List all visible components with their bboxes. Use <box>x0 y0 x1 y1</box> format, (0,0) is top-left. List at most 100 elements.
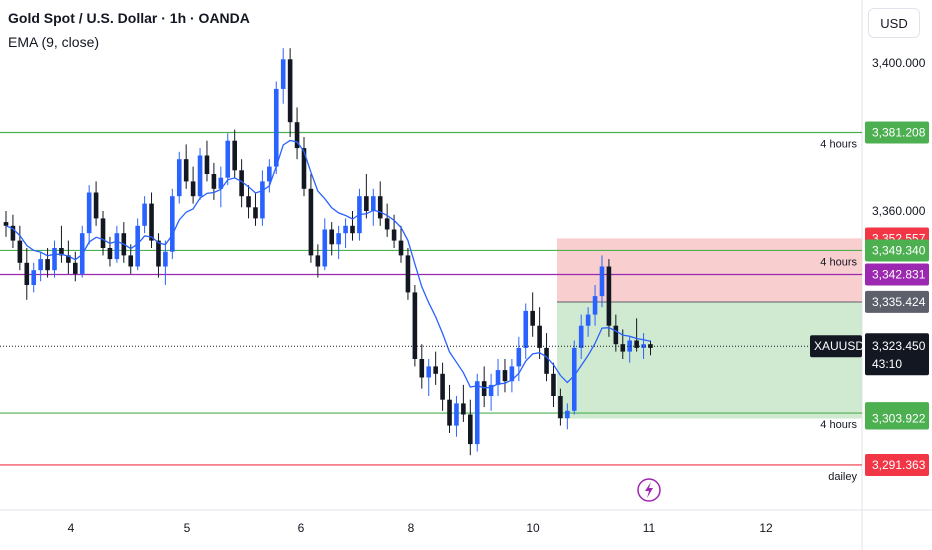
candle-body <box>440 373 445 400</box>
candle-body <box>474 381 480 445</box>
current-price-value: 3,323.450 <box>872 339 926 353</box>
candle-body <box>273 88 279 167</box>
level-3342-badge <box>865 263 929 286</box>
candle-body <box>343 225 348 234</box>
take-profit-zone <box>557 302 862 419</box>
position-zones[interactable] <box>557 238 862 419</box>
candle-body <box>398 240 404 256</box>
candle-body <box>322 229 328 267</box>
candle-body <box>329 229 335 245</box>
candle-body <box>502 370 508 382</box>
candle-body <box>592 296 598 315</box>
indicator-legend[interactable]: EMA (9, close) <box>8 34 100 50</box>
candle-body <box>620 344 626 352</box>
candle-body <box>190 181 196 197</box>
candle-body <box>391 229 397 241</box>
level-3349-badge <box>865 239 929 262</box>
candle-body <box>433 366 438 374</box>
level-3349-note: 4 hours <box>820 256 857 268</box>
time-tick: 5 <box>184 521 191 535</box>
candle-body <box>364 196 369 211</box>
candle-body <box>135 225 140 267</box>
candle-body <box>585 314 591 326</box>
candle-body <box>59 248 64 256</box>
price-tick: 3,400.000 <box>872 56 926 70</box>
alert-icon[interactable] <box>637 478 661 502</box>
bar-countdown: 43:10 <box>872 357 902 371</box>
candle-body <box>488 384 494 396</box>
candle-body <box>613 325 619 345</box>
ema-line <box>5 139 651 389</box>
candle-body <box>246 196 251 208</box>
time-tick: 6 <box>298 521 305 535</box>
candle-body <box>260 181 265 219</box>
level-3381-badge <box>865 121 929 144</box>
currency-button[interactable]: USD <box>868 8 920 38</box>
candle-body <box>107 248 113 260</box>
candle-body <box>308 188 314 256</box>
candle-body <box>197 155 203 197</box>
candle-body <box>253 207 258 219</box>
candle-body <box>86 192 92 234</box>
candle-body <box>544 347 549 374</box>
candle-body <box>634 340 639 348</box>
candle-body <box>163 251 168 267</box>
candle-body <box>267 166 272 182</box>
candle-body <box>599 266 605 297</box>
level-3381-label: 3,381.208 <box>872 126 926 140</box>
candle-body <box>384 218 390 230</box>
current-price-badge <box>865 333 929 376</box>
candle-body <box>114 233 120 260</box>
candle-body <box>149 203 154 241</box>
candle-body <box>170 196 175 252</box>
candle-body <box>565 410 570 419</box>
candle-body <box>38 259 43 271</box>
candle-body <box>10 225 16 241</box>
candle-body <box>128 255 134 267</box>
candle-body <box>183 159 189 182</box>
candle-body <box>648 344 653 348</box>
candle-body <box>468 414 473 445</box>
candle-body <box>370 196 376 211</box>
candle-body <box>24 262 30 285</box>
candle-body <box>3 222 9 226</box>
horizontal-levels[interactable]: 4 hours 4 hours 4 hours dailey <box>0 131 862 483</box>
candle-body <box>294 122 300 149</box>
price-axis-ticks: 3,400.000 3,360.000 <box>872 56 926 218</box>
candle-body <box>426 366 432 378</box>
level-3291-badge <box>865 453 929 476</box>
level-3291-label: 3,291.363 <box>872 458 926 472</box>
candle-body <box>315 255 321 267</box>
price-tick: 3,360.000 <box>872 204 926 218</box>
candle-body <box>66 255 71 263</box>
candle-body <box>419 359 425 378</box>
candle-body <box>461 403 466 415</box>
level-3305-note: 4 hours <box>820 419 857 431</box>
candle-body <box>280 59 286 89</box>
candle-body <box>142 203 147 226</box>
time-tick: 8 <box>408 521 415 535</box>
candle-body <box>301 148 307 189</box>
candles <box>3 48 653 456</box>
candle-body <box>405 255 411 293</box>
time-axis-ticks: 4 5 6 8 10 11 12 <box>68 521 773 535</box>
level-3303-badge <box>865 407 929 430</box>
candle-body <box>377 196 383 219</box>
level-3349-label: 3,349.340 <box>872 243 926 257</box>
chart-title: Gold Spot / U.S. Dollar · 1h · OANDA <box>8 10 250 26</box>
candle-body <box>447 399 452 426</box>
candle-body <box>551 373 556 396</box>
candle-body <box>31 270 37 285</box>
candle-body <box>558 396 563 419</box>
candle-body <box>523 310 529 348</box>
candle-body <box>509 366 515 382</box>
candle-body <box>287 59 293 123</box>
level-3335-label: 3,335.424 <box>872 295 926 309</box>
candle-body <box>481 381 487 396</box>
candle-body <box>232 140 237 171</box>
candle-body <box>52 248 57 271</box>
candle-body <box>627 340 632 352</box>
candle-body <box>454 403 459 426</box>
level-3381-note: 4 hours <box>820 139 857 151</box>
